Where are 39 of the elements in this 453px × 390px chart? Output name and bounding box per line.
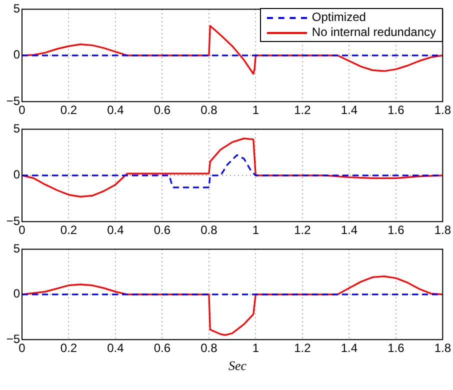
- x-tick-label: 0.2: [60, 103, 78, 118]
- x-tick-label: 0.8: [200, 103, 218, 118]
- x-tick-label: 0.4: [107, 103, 124, 118]
- x-tick-label: 1.8: [434, 103, 452, 118]
- x-tick-label: 1.2: [294, 103, 312, 118]
- x-tick-label: 1.8: [434, 223, 452, 238]
- y-tick-label: −5: [6, 214, 20, 228]
- x-tick-label: 1.8: [434, 341, 452, 356]
- x-tick-label: 1.2: [294, 223, 312, 238]
- y-tick-label: 0: [13, 168, 20, 182]
- x-tick-label: 1: [252, 223, 260, 238]
- x-tick-label: 0.8: [200, 223, 218, 238]
- x-axis-title: Sec: [227, 358, 248, 374]
- x-tick-label: 1.4: [340, 223, 358, 238]
- y-tick-label: −5: [6, 332, 20, 346]
- y-tick-label: 5: [13, 122, 20, 136]
- y-tick-label: 0: [13, 48, 20, 62]
- x-tick-label: 1.6: [388, 341, 405, 356]
- x-tick-label: 0.2: [60, 223, 78, 238]
- y-tick-label: 5: [13, 242, 20, 256]
- x-tick-label: 1.6: [388, 223, 405, 238]
- x-tick-label: 0.2: [60, 341, 78, 356]
- x-tick-label: 1.6: [388, 103, 405, 118]
- legend-label: No internal redundancy: [312, 25, 436, 40]
- x-tick-label: 1.4: [340, 341, 358, 356]
- x-tick-label: 0.8: [200, 341, 218, 356]
- x-tick-label: 0.4: [107, 223, 124, 238]
- x-tick-label: 1.4: [340, 103, 358, 118]
- x-tick-label: 0.6: [154, 341, 171, 356]
- x-tick-label: 1: [252, 341, 260, 356]
- x-tick-label: 0.6: [154, 103, 171, 118]
- y-tick-label: −5: [6, 94, 20, 108]
- y-tick-label: 0: [13, 286, 20, 301]
- legend-label: Optimized: [312, 10, 366, 25]
- x-tick-label: 0.4: [107, 341, 124, 356]
- x-tick-label: 0.6: [154, 223, 171, 238]
- y-tick-label: 5: [13, 2, 20, 16]
- x-tick-label: 1: [252, 103, 260, 118]
- x-tick-label: 1.2: [294, 341, 312, 356]
